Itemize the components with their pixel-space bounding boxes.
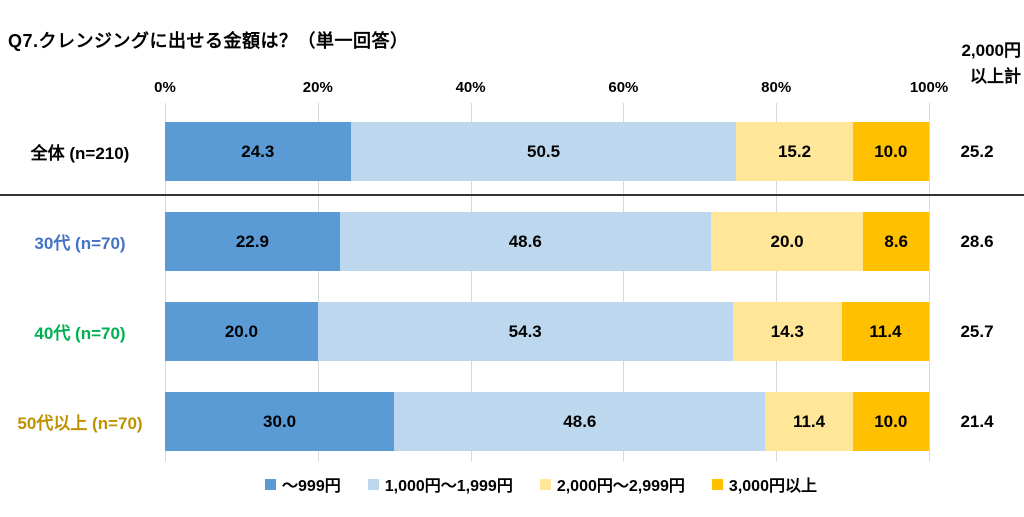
bar-value-label: 20.0 (770, 231, 804, 251)
stacked-bar: 30.0 48.6 11.4 10.0 (165, 392, 929, 451)
bar-segment: 48.6 (394, 392, 766, 451)
total-column-header: 2,000円 以上計 (961, 41, 1021, 86)
stacked-bar: 22.9 48.6 20.0 8.6 (165, 212, 929, 271)
bar-value-label: 11.4 (792, 411, 826, 431)
gridline (776, 103, 778, 462)
legend-item: 1,000円～1,999円 (367, 472, 513, 496)
bar-segment: 48.6 (339, 212, 711, 271)
total-value: 25.2 (960, 141, 994, 161)
legend-item: 3,000円以上 (711, 472, 817, 496)
bar-value-label: 20.0 (224, 321, 258, 341)
bar-segment: 20.0 (710, 212, 864, 271)
total-value: 25.7 (960, 321, 994, 341)
axis-tick-label: 80% (761, 79, 792, 96)
bar-value-label: 54.3 (508, 321, 542, 341)
bar-segment: 8.6 (863, 212, 929, 271)
bar-segment: 30.0 (165, 392, 395, 451)
gridline (623, 103, 625, 462)
stacked-bar: 24.3 50.5 15.2 10.0 (165, 122, 929, 181)
category-label: 40代 (n=70) (34, 324, 126, 343)
bar-value-label: 14.3 (770, 321, 804, 341)
bar-value-label: 30.0 (263, 411, 297, 431)
legend-swatch (265, 478, 277, 490)
legend-label: 3,000円以上 (728, 478, 817, 495)
bar-segment: 24.3 (165, 122, 351, 181)
gridline (165, 103, 166, 462)
legend-swatch (539, 478, 551, 490)
category-label: 全体 (n=210) (30, 144, 130, 163)
bar-value-label: 10.0 (874, 141, 908, 161)
total-value: 21.4 (960, 411, 994, 431)
bar-segment: 10.0 (852, 122, 929, 181)
gridline (317, 103, 319, 462)
axis-tick-label: 20% (302, 79, 333, 96)
legend-item: 2,000円～2,999円 (539, 472, 685, 496)
total-value: 28.6 (960, 231, 994, 251)
separator-line (0, 194, 1024, 196)
bar-value-label: 50.5 (527, 141, 561, 161)
legend: ～999円 1,000円～1,999円 2,000円～2,999円 3,000円以上 (0, 472, 1024, 496)
chart-title: Q7.クレンジングに出せる金額は？（単一回答） (8, 31, 409, 51)
bar-segment: 20.0 (165, 302, 318, 361)
bar-segment: 54.3 (317, 302, 733, 361)
bar-value-label: 15.2 (777, 141, 812, 161)
bar-value-label: 22.9 (235, 231, 269, 251)
bar-segment: 10.0 (852, 392, 929, 451)
bar-segment: 11.4 (841, 302, 929, 361)
legend-swatch (367, 478, 379, 490)
legend-label: 2,000円～2,999円 (556, 478, 685, 495)
axis-tick-label: 0% (154, 79, 176, 96)
bar-value-label: 48.6 (563, 411, 597, 431)
bar-segment: 11.4 (765, 392, 853, 451)
bar-value-label: 24.3 (241, 141, 275, 161)
bar-segment: 50.5 (350, 122, 737, 181)
bar-segment: 15.2 (736, 122, 853, 181)
bar-value-label: 10.0 (874, 411, 908, 431)
category-label: 50代以上 (n=70) (17, 414, 143, 433)
legend-label: ～999円 (282, 478, 341, 495)
bar-value-label: 48.6 (508, 231, 542, 251)
axis-tick-label: 60% (608, 79, 639, 96)
gridline (470, 103, 472, 462)
category-label: 30代 (n=70) (34, 234, 126, 253)
legend-label: 1,000円～1,999円 (384, 478, 513, 495)
bar-value-label: 8.6 (884, 231, 908, 251)
bar-value-label: 11.4 (869, 321, 902, 341)
axis-tick-label: 40% (455, 79, 486, 96)
plot-area (165, 103, 930, 462)
stacked-bar: 20.0 54.3 14.3 11.4 (165, 302, 929, 361)
bar-segment: 14.3 (732, 302, 842, 361)
axis-tick-label: 100% (909, 79, 949, 96)
bar-segment: 22.9 (165, 212, 340, 271)
gridline (929, 103, 930, 462)
legend-item: ～999円 (265, 472, 341, 496)
legend-swatch (711, 478, 723, 490)
